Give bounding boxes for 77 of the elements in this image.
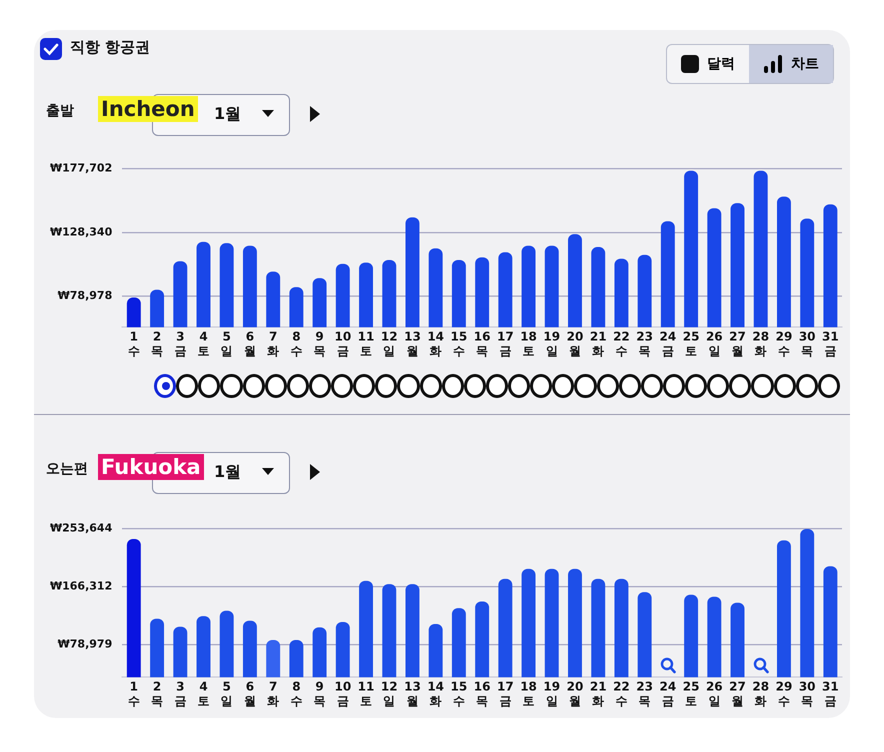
x-tick-label: 30 목 bbox=[798, 330, 816, 358]
x-tick-label: 9 목 bbox=[314, 330, 326, 358]
x-tick-label: 5 일 bbox=[220, 330, 233, 358]
x-tick-label: 25 토 bbox=[682, 330, 700, 358]
x-tick-label: 29 수 bbox=[776, 330, 792, 358]
x-tick-label: 16 목 bbox=[474, 680, 490, 708]
x-tick-label: 8 수 bbox=[290, 680, 302, 708]
x-tick-label: 9 목 bbox=[314, 680, 326, 708]
x-tick-label: 27 월 bbox=[729, 680, 746, 708]
x-tick-label: 26 일 bbox=[706, 330, 723, 358]
x-tick-label: 4 토 bbox=[198, 680, 210, 708]
x-tick-label: 4 토 bbox=[198, 330, 210, 358]
x-tick-label: 24 금 bbox=[660, 330, 676, 358]
x-tick-label: 15 수 bbox=[450, 330, 468, 358]
x-tick-label: 1 수 bbox=[128, 330, 140, 358]
x-tick-label: 12 일 bbox=[380, 330, 398, 358]
x-tick-label: 16 목 bbox=[474, 330, 490, 358]
x-tick-label: 22 수 bbox=[613, 330, 630, 358]
x-tick-label: 13 월 bbox=[404, 330, 421, 358]
x-tick-label: 20 월 bbox=[566, 330, 584, 358]
x-tick-label: 28 화 bbox=[752, 330, 770, 358]
x-tick-label: 30 목 bbox=[798, 680, 816, 708]
x-tick-label: 11 토 bbox=[358, 330, 374, 358]
text: Fukuoka bbox=[98, 454, 204, 480]
x-tick-label: 6 월 bbox=[244, 680, 256, 708]
y-tick-label: ₩253,644 bbox=[50, 521, 113, 534]
x-tick-label: 21 화 bbox=[590, 330, 607, 358]
x-tick-label: 17 금 bbox=[496, 330, 514, 358]
x-tick-label: 2 목 bbox=[151, 680, 164, 708]
x-tick-label: 8 수 bbox=[290, 330, 302, 358]
x-tick-label: 28 화 bbox=[752, 680, 770, 708]
x-tick-label: 3 금 bbox=[174, 330, 186, 358]
x-tick-label: 2 목 bbox=[151, 330, 164, 358]
x-tick-label: 22 수 bbox=[613, 680, 630, 708]
text: 직항 항공권 bbox=[70, 38, 150, 57]
y-tick-label: ₩166,312 bbox=[50, 579, 112, 592]
x-tick-label: 24 금 bbox=[660, 680, 676, 708]
x-tick-label: 26 일 bbox=[706, 680, 723, 708]
x-tick-label: 21 화 bbox=[590, 680, 607, 708]
x-tick-label: 23 목 bbox=[636, 330, 653, 358]
x-tick-label: 29 수 bbox=[776, 680, 792, 708]
text: 1월 bbox=[214, 462, 242, 483]
x-tick-label: 10 금 bbox=[334, 330, 352, 358]
x-tick-label: 5 일 bbox=[220, 680, 233, 708]
text: 차트 bbox=[791, 55, 819, 73]
x-tick-label: 31 금 bbox=[822, 330, 839, 358]
text: Incheon bbox=[98, 96, 198, 122]
x-tick-label: 12 일 bbox=[380, 680, 398, 708]
x-tick-label: 15 수 bbox=[450, 680, 468, 708]
y-tick-label: ₩78,978 bbox=[58, 289, 112, 302]
x-tick-label: 14 화 bbox=[427, 330, 444, 358]
y-tick-label: ₩177,702 bbox=[50, 161, 112, 174]
x-tick-label: 31 금 bbox=[822, 680, 839, 708]
x-tick-label: 18 토 bbox=[520, 330, 537, 358]
x-tick-label: 19 일 bbox=[543, 680, 560, 708]
text: 출발 bbox=[46, 102, 74, 120]
x-tick-label: 7 화 bbox=[267, 330, 280, 358]
x-tick-label: 19 일 bbox=[543, 330, 560, 358]
x-tick-label: 27 월 bbox=[729, 330, 746, 358]
x-tick-label: 18 토 bbox=[520, 680, 537, 708]
x-tick-label: 3 금 bbox=[174, 680, 186, 708]
x-tick-label: 13 월 bbox=[404, 680, 421, 708]
text: 달력 bbox=[707, 55, 735, 73]
x-tick-label: 20 월 bbox=[566, 680, 584, 708]
x-tick-label: 14 화 bbox=[427, 680, 444, 708]
y-tick-label: ₩78,979 bbox=[58, 638, 112, 651]
y-tick-label: ₩128,340 bbox=[50, 225, 113, 238]
text: 1월 bbox=[214, 104, 242, 125]
x-tick-label: 25 토 bbox=[682, 680, 700, 708]
x-tick-label: 23 목 bbox=[636, 680, 653, 708]
x-tick-label: 6 월 bbox=[244, 330, 256, 358]
x-tick-label: 10 금 bbox=[334, 680, 352, 708]
x-tick-label: 11 토 bbox=[358, 680, 374, 708]
x-tick-label: 7 화 bbox=[267, 680, 280, 708]
x-tick-label: 17 금 bbox=[496, 680, 514, 708]
x-tick-label: 1 수 bbox=[128, 680, 140, 708]
text: 오는편 bbox=[46, 460, 88, 478]
